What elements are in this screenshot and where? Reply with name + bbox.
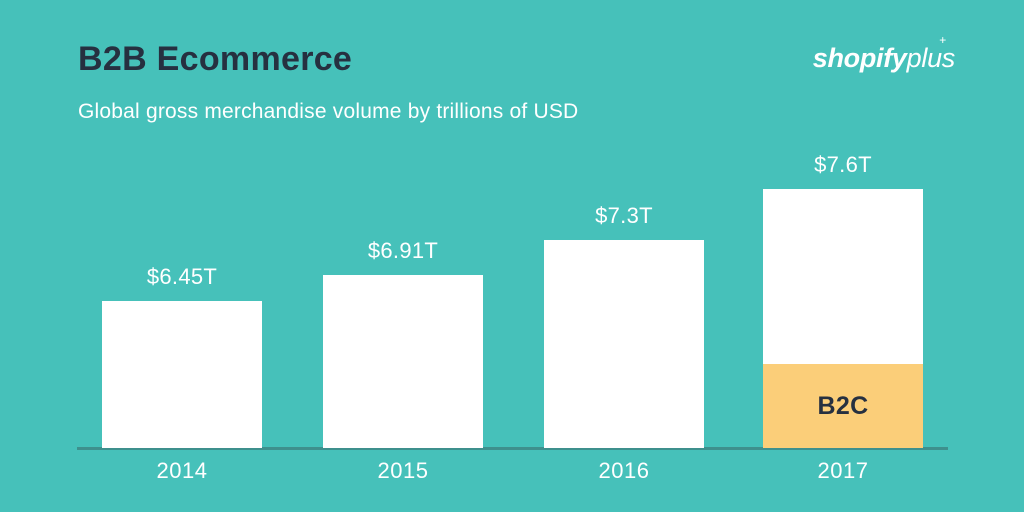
bar-2015: [323, 275, 483, 448]
x-axis-label-2017: 2017: [817, 458, 869, 483]
page-subtitle: Global gross merchandise volume by trill…: [78, 100, 579, 123]
bar-value-label-2017: $7.6T: [814, 152, 872, 177]
b2c-segment-label: B2C: [817, 391, 869, 420]
bar-2014: [102, 301, 262, 448]
x-axis-label-2014: 2014: [156, 458, 208, 483]
bar-value-label-2014: $6.45T: [146, 264, 218, 289]
bar-2016: [544, 240, 704, 448]
b2c-segment: B2C: [763, 364, 923, 448]
page-title: B2B Ecommerce: [78, 40, 353, 78]
bar-2017: B2C: [763, 189, 923, 448]
logo-plus-icon: +: [939, 33, 946, 47]
bar-value-label-2016: $7.3T: [595, 203, 653, 228]
x-axis-baseline: [77, 447, 948, 450]
bar-value-label-2015: $6.91T: [367, 238, 439, 263]
shopify-plus-logo: shopifyplus +: [812, 34, 956, 73]
logo-shopify-text: shopify: [812, 43, 907, 73]
x-axis-label-2015: 2015: [377, 458, 429, 483]
logo-plus-word: plus: [906, 43, 956, 73]
logo-plus-text: plus +: [906, 34, 956, 73]
x-axis-label-2016: 2016: [598, 458, 650, 483]
